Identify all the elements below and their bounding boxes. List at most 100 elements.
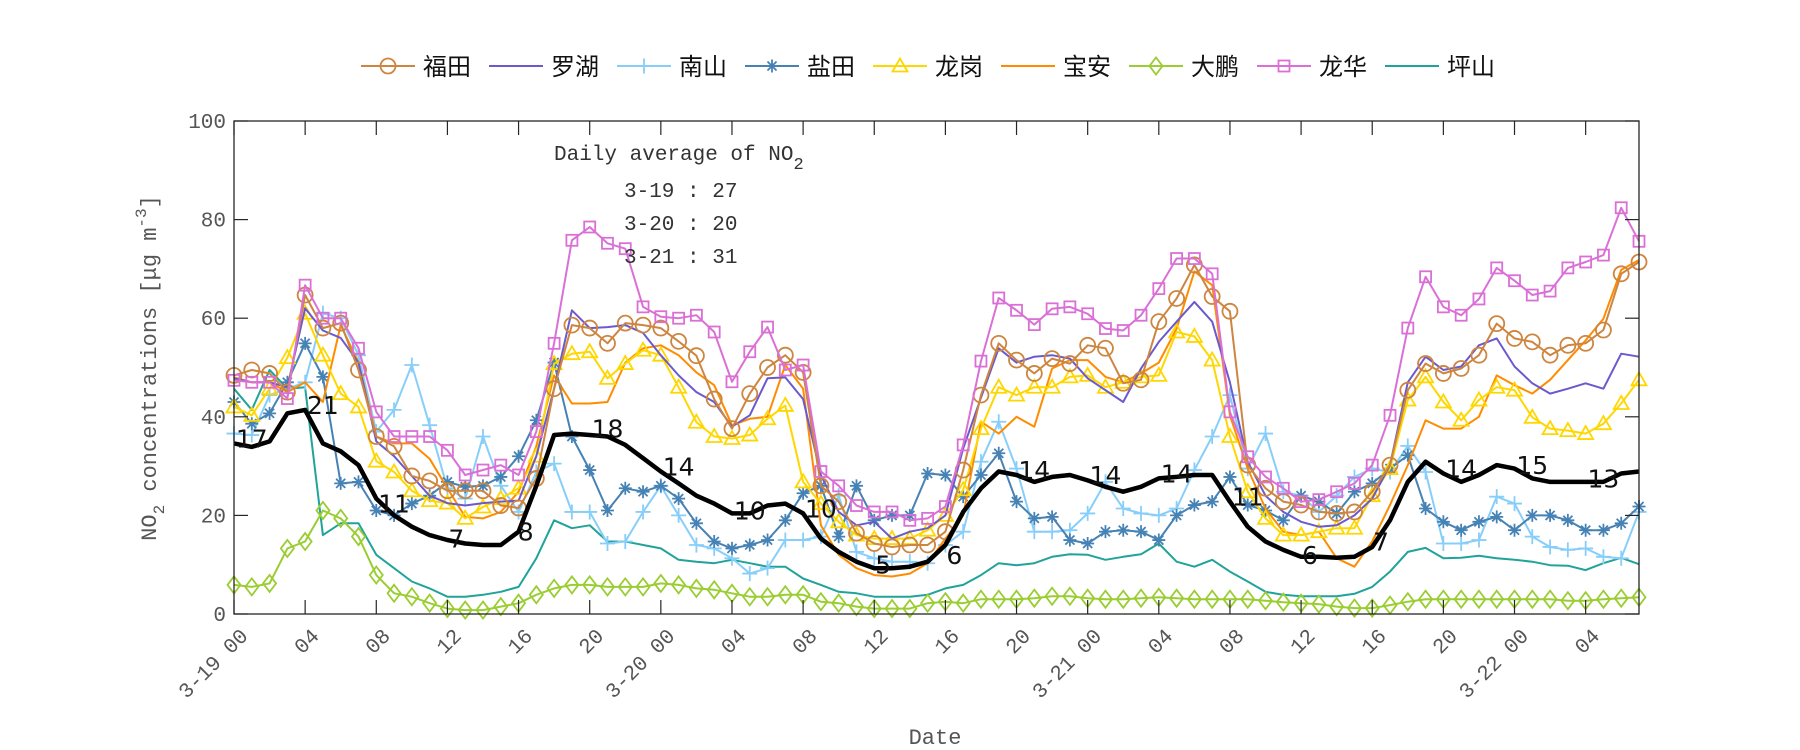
square-marker bbox=[547, 336, 561, 350]
x-tick-label: 3-22 00 bbox=[1456, 626, 1535, 705]
circle-marker bbox=[919, 536, 937, 554]
diamond-marker bbox=[599, 576, 616, 597]
asterisk-marker bbox=[280, 375, 294, 389]
asterisk-marker bbox=[1525, 508, 1539, 522]
triangle-marker bbox=[811, 494, 830, 510]
triangle-marker bbox=[794, 472, 813, 489]
triangle-marker bbox=[1523, 407, 1542, 424]
asterisk-marker bbox=[1010, 495, 1024, 509]
triangle-marker bbox=[1558, 421, 1577, 438]
plus-marker bbox=[866, 550, 882, 566]
circle-marker bbox=[1381, 456, 1399, 474]
asterisk-marker bbox=[1170, 508, 1184, 522]
series-line bbox=[233, 369, 1640, 598]
diamond-marker bbox=[1097, 589, 1114, 610]
plus-marker bbox=[1133, 505, 1149, 521]
plus-marker bbox=[1560, 542, 1576, 558]
plus-marker bbox=[1471, 532, 1487, 548]
triangle-marker bbox=[1327, 518, 1346, 535]
diamond-marker bbox=[706, 579, 722, 600]
asterisk-marker bbox=[1419, 501, 1433, 515]
x-tick-label: 3-21 00 bbox=[1029, 626, 1108, 705]
asterisk-marker bbox=[618, 481, 632, 495]
circle-marker bbox=[1097, 339, 1114, 357]
triangle-marker bbox=[722, 429, 742, 445]
asterisk-marker bbox=[1241, 498, 1255, 512]
square-marker bbox=[298, 278, 312, 292]
diamond-marker bbox=[777, 584, 793, 605]
legend-label: 盐田 bbox=[807, 53, 855, 81]
mean-value-label: 7 bbox=[448, 525, 464, 554]
circle-marker bbox=[848, 524, 865, 542]
circle-marker bbox=[634, 316, 652, 334]
circle-marker bbox=[1257, 479, 1274, 497]
circle-marker bbox=[670, 332, 688, 350]
plus-marker bbox=[1489, 489, 1505, 505]
diamond-marker bbox=[1453, 589, 1469, 610]
plus-marker bbox=[1595, 549, 1611, 565]
triangle-marker bbox=[1309, 522, 1328, 539]
plus-marker bbox=[1044, 524, 1060, 540]
asterisk-marker bbox=[1063, 533, 1077, 547]
triangle-marker bbox=[616, 354, 635, 370]
square-marker bbox=[1099, 322, 1112, 335]
triangle-marker bbox=[1203, 350, 1222, 367]
daily-average-box: Daily average of NO2 3-19 : 27 3-20 : 20… bbox=[554, 144, 804, 270]
triangle-marker bbox=[1007, 385, 1026, 402]
diamond-marker bbox=[973, 589, 989, 610]
diamond-marker bbox=[422, 593, 438, 614]
diamond-marker bbox=[813, 591, 829, 612]
asterisk-marker bbox=[494, 470, 508, 484]
circle-marker bbox=[545, 380, 563, 398]
triangle-marker bbox=[1256, 509, 1275, 525]
asterisk-marker bbox=[1116, 523, 1130, 537]
square-marker bbox=[316, 311, 330, 325]
asterisk-marker bbox=[263, 406, 277, 420]
triangle-marker bbox=[1487, 377, 1506, 394]
plus-marker bbox=[1435, 536, 1451, 552]
diamond-marker bbox=[1062, 586, 1078, 607]
plus-marker bbox=[1542, 539, 1558, 555]
circle-marker bbox=[705, 390, 723, 408]
square-marker bbox=[743, 345, 757, 359]
diamond-marker bbox=[528, 584, 544, 605]
square-marker bbox=[1241, 450, 1255, 464]
square-marker bbox=[476, 463, 490, 477]
asterisk-marker bbox=[974, 468, 988, 482]
circle-marker bbox=[1114, 374, 1132, 392]
daily-average-title: Daily average of NO2 bbox=[554, 144, 804, 175]
asterisk-marker bbox=[938, 468, 952, 482]
triangle-marker bbox=[705, 427, 724, 443]
mean-value-label: 21 bbox=[307, 391, 339, 420]
square-marker bbox=[1561, 261, 1575, 275]
circle-marker bbox=[1399, 381, 1417, 399]
circle-marker bbox=[1523, 333, 1541, 351]
diamond-marker bbox=[261, 573, 278, 594]
triangle-marker bbox=[456, 509, 475, 525]
square-marker bbox=[761, 320, 774, 334]
plus-marker bbox=[546, 456, 562, 472]
square-marker bbox=[867, 505, 881, 519]
square-marker bbox=[1045, 302, 1059, 316]
square-marker bbox=[885, 505, 899, 519]
diamond-marker bbox=[493, 596, 509, 617]
triangle-marker bbox=[1594, 414, 1613, 431]
asterisk-marker bbox=[636, 485, 650, 499]
square-marker bbox=[334, 311, 348, 325]
legend-label: 宝安 bbox=[1063, 53, 1111, 81]
triangle-marker bbox=[349, 397, 368, 414]
asterisk-marker bbox=[1561, 513, 1575, 527]
square-marker bbox=[280, 392, 294, 405]
x-tick-label: 3-20 00 bbox=[602, 626, 681, 705]
y-tick-label: 20 bbox=[201, 506, 226, 529]
legend-item: 龙岗 bbox=[873, 53, 983, 81]
diamond-marker bbox=[475, 600, 491, 621]
plus-marker bbox=[1204, 429, 1220, 445]
square-marker bbox=[512, 468, 525, 482]
mean-line bbox=[233, 407, 1640, 571]
legend-label: 南山 bbox=[679, 53, 727, 81]
circle-marker bbox=[1417, 355, 1434, 372]
diamond-marker bbox=[1186, 589, 1203, 610]
square-marker bbox=[1027, 318, 1041, 332]
circle-marker bbox=[456, 482, 474, 500]
